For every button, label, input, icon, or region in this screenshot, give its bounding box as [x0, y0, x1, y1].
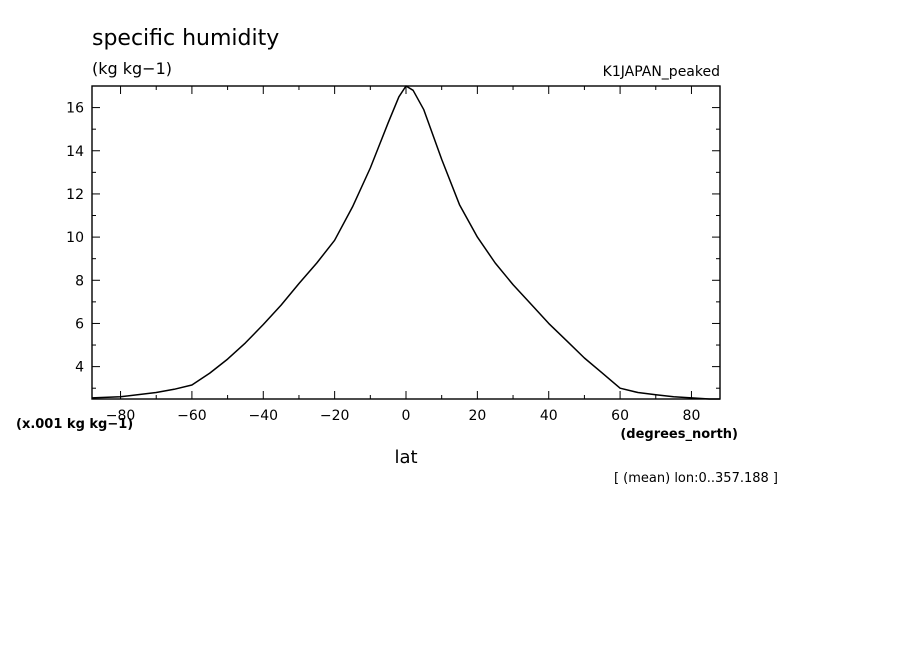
axis-ticks — [92, 86, 720, 399]
x-axis-label: lat — [394, 447, 417, 468]
y-tick-label: 10 — [66, 230, 84, 246]
x-tick-label: 60 — [611, 408, 629, 424]
y-tick-label: 8 — [75, 273, 84, 289]
averaging-note: [ (mean) lon:0..357.188 ] — [614, 471, 778, 486]
chart-units: (kg kg−1) — [92, 59, 172, 78]
x-tick-label: 20 — [468, 408, 486, 424]
y-tick-labels: 4 6 8 10 12 14 16 — [66, 101, 84, 376]
x-tick-label: −80 — [106, 408, 136, 424]
x-tick-label: −20 — [320, 408, 350, 424]
series-line — [91, 85, 720, 400]
case-name: K1JAPAN_peaked — [603, 64, 720, 80]
x-tick-label: −40 — [248, 408, 278, 424]
x-tick-label: 40 — [540, 408, 558, 424]
x-axis-units: (degrees_north) — [620, 427, 738, 442]
y-tick-label: 16 — [66, 101, 84, 117]
y-tick-label: 12 — [66, 187, 84, 203]
x-tick-label: −60 — [177, 408, 207, 424]
y-scale-label: (x.001 kg kg−1) — [16, 417, 133, 432]
x-tick-labels: −80 −60 −40 −20 0 20 40 60 80 — [106, 408, 701, 424]
x-tick-label: 80 — [683, 408, 701, 424]
y-tick-label: 6 — [75, 316, 84, 332]
plot-frame — [91, 85, 721, 400]
x-tick-label: 0 — [402, 408, 411, 424]
y-tick-label: 4 — [75, 360, 84, 376]
chart-title: specific humidity — [92, 26, 279, 51]
y-tick-label: 14 — [66, 144, 84, 160]
